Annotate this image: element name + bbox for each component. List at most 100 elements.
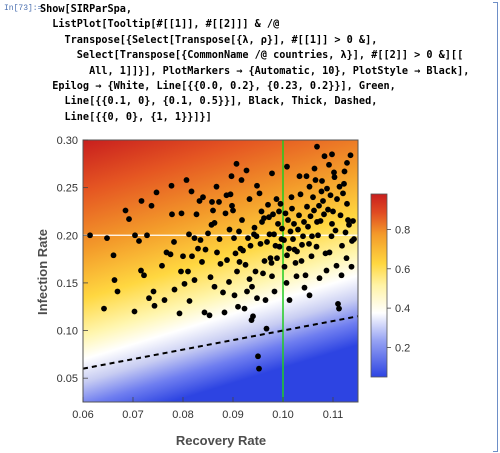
data-point[interactable] <box>247 242 254 249</box>
data-point[interactable] <box>186 298 193 304</box>
data-point[interactable] <box>248 317 255 323</box>
scatter-points[interactable] <box>87 143 357 372</box>
data-point[interactable] <box>252 268 259 275</box>
data-point[interactable] <box>178 268 184 275</box>
data-point[interactable] <box>242 261 249 268</box>
data-point[interactable] <box>282 210 289 217</box>
data-point[interactable] <box>270 211 276 218</box>
data-point[interactable] <box>351 236 357 242</box>
data-point[interactable] <box>186 231 192 238</box>
data-point[interactable] <box>334 196 340 202</box>
data-point[interactable] <box>276 243 283 250</box>
data-point[interactable] <box>260 270 266 277</box>
data-point[interactable] <box>231 292 238 299</box>
data-point[interactable] <box>342 229 349 236</box>
data-point[interactable] <box>315 232 321 239</box>
data-point[interactable] <box>267 255 274 262</box>
data-point[interactable] <box>292 260 299 266</box>
data-point[interactable] <box>161 297 168 303</box>
data-point[interactable] <box>122 207 129 214</box>
data-point[interactable] <box>291 246 298 253</box>
data-point[interactable] <box>171 239 177 245</box>
data-point[interactable] <box>328 233 335 240</box>
data-point[interactable] <box>150 288 157 295</box>
data-point[interactable] <box>329 220 335 227</box>
data-point[interactable] <box>257 240 264 247</box>
data-point[interactable] <box>244 288 250 295</box>
data-point[interactable] <box>301 219 307 225</box>
data-point[interactable] <box>305 223 311 230</box>
data-point[interactable] <box>238 177 245 183</box>
data-point[interactable] <box>321 211 327 218</box>
data-point[interactable] <box>326 249 333 256</box>
data-point[interactable] <box>337 212 344 219</box>
data-point[interactable] <box>261 258 268 264</box>
data-point[interactable] <box>331 174 338 181</box>
data-point[interactable] <box>306 240 312 247</box>
data-point[interactable] <box>330 208 336 215</box>
data-point[interactable] <box>347 152 354 159</box>
data-point[interactable] <box>104 235 110 242</box>
data-point[interactable] <box>277 200 284 207</box>
data-point[interactable] <box>224 257 230 263</box>
data-point[interactable] <box>111 277 118 283</box>
data-point[interactable] <box>268 260 275 266</box>
data-point[interactable] <box>171 286 178 293</box>
data-point[interactable] <box>261 215 267 222</box>
data-point[interactable] <box>299 241 305 248</box>
data-point[interactable] <box>234 268 240 275</box>
data-point[interactable] <box>230 207 236 214</box>
data-point[interactable] <box>206 312 213 319</box>
data-point[interactable] <box>249 283 255 290</box>
data-point[interactable] <box>200 194 206 201</box>
data-point[interactable] <box>256 365 262 372</box>
data-point[interactable] <box>240 247 246 254</box>
data-point[interactable] <box>239 217 245 223</box>
data-point[interactable] <box>340 190 346 197</box>
data-point[interactable] <box>228 173 235 180</box>
data-point[interactable] <box>136 238 142 244</box>
data-point[interactable] <box>236 228 242 235</box>
data-point[interactable] <box>311 207 317 214</box>
data-point[interactable] <box>311 165 318 172</box>
data-point[interactable] <box>263 325 270 332</box>
data-point[interactable] <box>300 233 306 240</box>
data-point[interactable] <box>295 226 301 233</box>
data-point[interactable] <box>216 236 223 242</box>
data-point[interactable] <box>208 221 215 228</box>
data-point[interactable] <box>214 249 220 256</box>
data-point[interactable] <box>189 253 195 260</box>
data-point[interactable] <box>211 283 218 290</box>
data-point[interactable] <box>325 206 331 213</box>
data-point[interactable] <box>258 208 265 215</box>
data-point[interactable] <box>126 216 132 222</box>
data-point[interactable] <box>319 178 325 184</box>
data-point[interactable] <box>110 252 117 259</box>
data-point[interactable] <box>269 273 275 280</box>
data-point[interactable] <box>148 202 155 209</box>
data-point[interactable] <box>333 262 340 269</box>
data-point[interactable] <box>323 267 330 274</box>
data-point[interactable] <box>312 177 319 183</box>
data-point[interactable] <box>188 188 195 195</box>
data-point[interactable] <box>345 217 351 223</box>
data-point[interactable] <box>262 297 269 303</box>
data-point[interactable] <box>341 180 347 187</box>
data-point[interactable] <box>329 151 335 158</box>
data-point[interactable] <box>288 194 295 201</box>
data-point[interactable] <box>343 255 350 262</box>
data-point[interactable] <box>313 243 320 250</box>
data-point[interactable] <box>253 233 260 240</box>
data-point[interactable] <box>307 213 314 220</box>
data-point[interactable] <box>335 300 341 307</box>
data-point[interactable] <box>281 263 288 270</box>
data-point[interactable] <box>195 245 201 252</box>
data-point[interactable] <box>332 227 339 234</box>
data-point[interactable] <box>199 259 205 265</box>
data-point[interactable] <box>202 246 209 253</box>
data-point[interactable] <box>236 259 243 265</box>
data-point[interactable] <box>320 198 326 204</box>
data-point[interactable] <box>180 253 186 260</box>
data-point[interactable] <box>220 289 226 296</box>
